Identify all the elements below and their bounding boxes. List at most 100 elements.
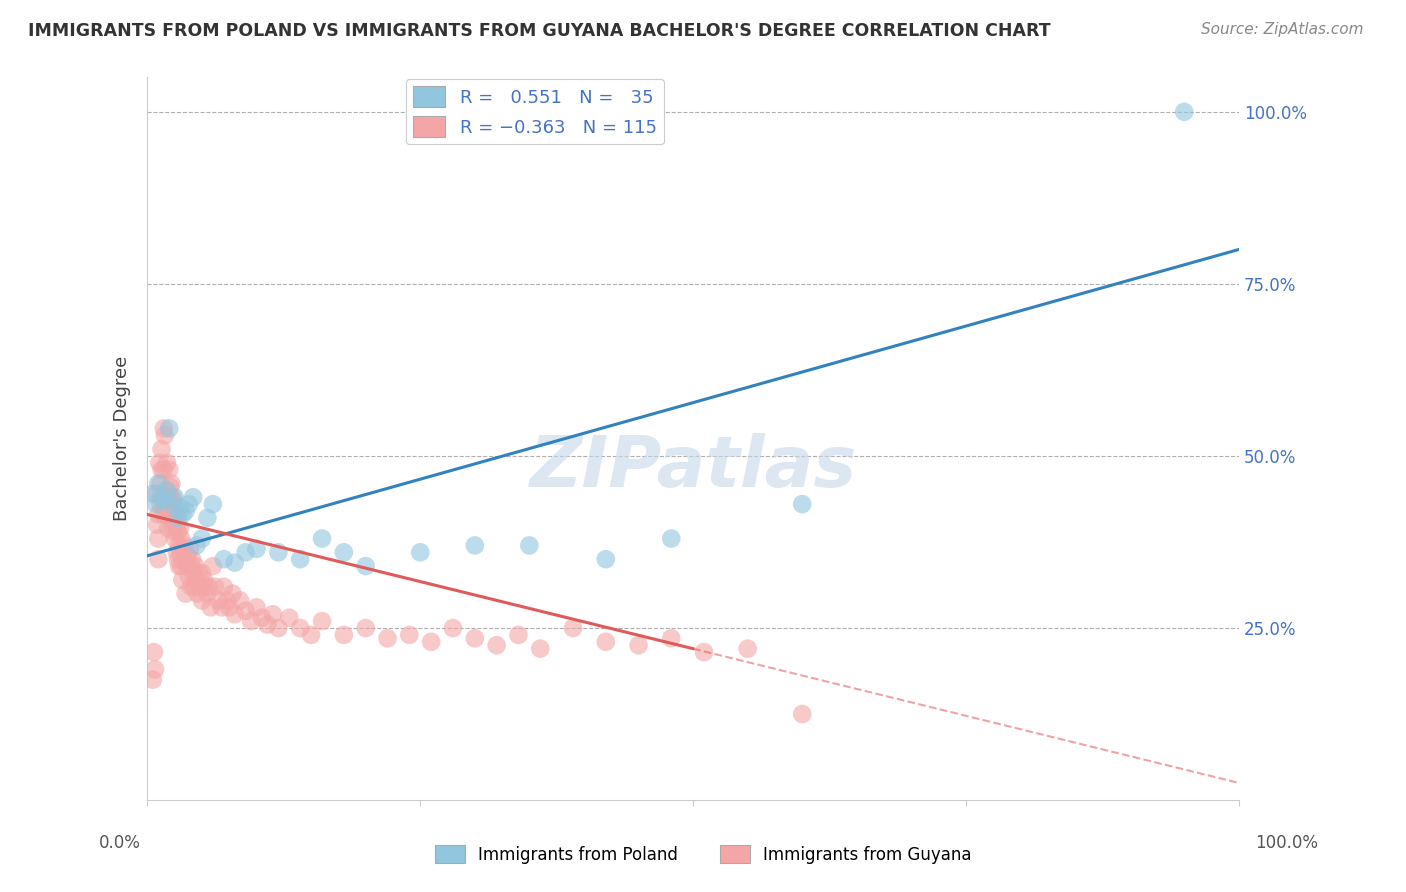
Text: 100.0%: 100.0% — [1256, 834, 1317, 852]
Point — [142, 487, 165, 501]
Point — [167, 511, 190, 525]
Text: Source: ZipAtlas.com: Source: ZipAtlas.com — [1201, 22, 1364, 37]
Point — [162, 493, 184, 508]
Point — [150, 463, 173, 477]
Point — [172, 541, 194, 556]
Point — [187, 586, 209, 600]
Point — [737, 641, 759, 656]
Point — [157, 511, 180, 525]
Point — [191, 532, 214, 546]
Point — [299, 628, 322, 642]
Point — [148, 532, 170, 546]
Text: IMMIGRANTS FROM POLAND VS IMMIGRANTS FROM GUYANA BACHELOR'S DEGREE CORRELATION C: IMMIGRANTS FROM POLAND VS IMMIGRANTS FRO… — [28, 22, 1050, 40]
Point — [155, 508, 177, 522]
Point — [235, 604, 257, 618]
Point — [262, 607, 284, 622]
Point — [142, 645, 165, 659]
Point — [163, 504, 186, 518]
Point — [177, 569, 200, 583]
Point — [250, 610, 273, 624]
Point — [193, 573, 215, 587]
Point — [333, 545, 356, 559]
Point — [1173, 104, 1195, 119]
Point — [464, 538, 486, 552]
Point — [149, 490, 172, 504]
Point — [152, 490, 174, 504]
Point — [167, 552, 190, 566]
Y-axis label: Bachelor's Degree: Bachelor's Degree — [114, 356, 131, 522]
Point — [224, 607, 246, 622]
Point — [160, 497, 183, 511]
Point — [173, 538, 195, 552]
Point — [187, 566, 209, 580]
Point — [148, 508, 170, 522]
Point — [149, 476, 172, 491]
Point — [245, 600, 267, 615]
Point — [194, 580, 217, 594]
Point — [155, 483, 177, 498]
Point — [595, 634, 617, 648]
Point — [464, 632, 486, 646]
Point — [149, 497, 172, 511]
Point — [441, 621, 464, 635]
Point — [191, 593, 214, 607]
Point — [519, 538, 541, 552]
Text: 0.0%: 0.0% — [98, 834, 141, 852]
Point — [152, 493, 174, 508]
Point — [240, 614, 263, 628]
Point — [201, 559, 224, 574]
Point — [165, 517, 187, 532]
Point — [157, 490, 180, 504]
Point — [184, 559, 207, 574]
Point — [377, 632, 399, 646]
Point — [159, 480, 181, 494]
Point — [166, 545, 188, 559]
Point — [211, 600, 233, 615]
Point — [181, 566, 204, 580]
Point — [290, 552, 312, 566]
Point — [162, 524, 184, 539]
Point — [180, 559, 202, 574]
Point — [200, 600, 222, 615]
Point — [162, 517, 184, 532]
Point — [167, 524, 190, 539]
Point — [179, 541, 201, 556]
Point — [224, 556, 246, 570]
Point — [221, 586, 243, 600]
Point — [160, 476, 183, 491]
Point — [167, 538, 190, 552]
Point — [659, 632, 682, 646]
Point — [311, 532, 333, 546]
Point — [157, 463, 180, 477]
Point — [201, 497, 224, 511]
Point — [659, 532, 682, 546]
Point — [170, 532, 193, 546]
Point — [693, 645, 716, 659]
Legend: Immigrants from Poland, Immigrants from Guyana: Immigrants from Poland, Immigrants from … — [427, 838, 979, 871]
Point — [215, 593, 238, 607]
Point — [157, 490, 180, 504]
Point — [172, 573, 194, 587]
Point — [143, 662, 166, 676]
Point — [398, 628, 420, 642]
Point — [152, 463, 174, 477]
Point — [181, 490, 204, 504]
Point — [333, 628, 356, 642]
Point — [148, 552, 170, 566]
Point — [172, 508, 194, 522]
Point — [409, 545, 432, 559]
Point — [148, 456, 170, 470]
Point — [562, 621, 585, 635]
Point — [169, 521, 191, 535]
Point — [290, 621, 312, 635]
Point — [180, 580, 202, 594]
Point — [163, 532, 186, 546]
Point — [157, 421, 180, 435]
Point — [174, 504, 197, 518]
Point — [256, 617, 278, 632]
Point — [186, 573, 208, 587]
Point — [153, 428, 176, 442]
Point — [229, 593, 252, 607]
Point — [186, 538, 208, 552]
Point — [207, 593, 229, 607]
